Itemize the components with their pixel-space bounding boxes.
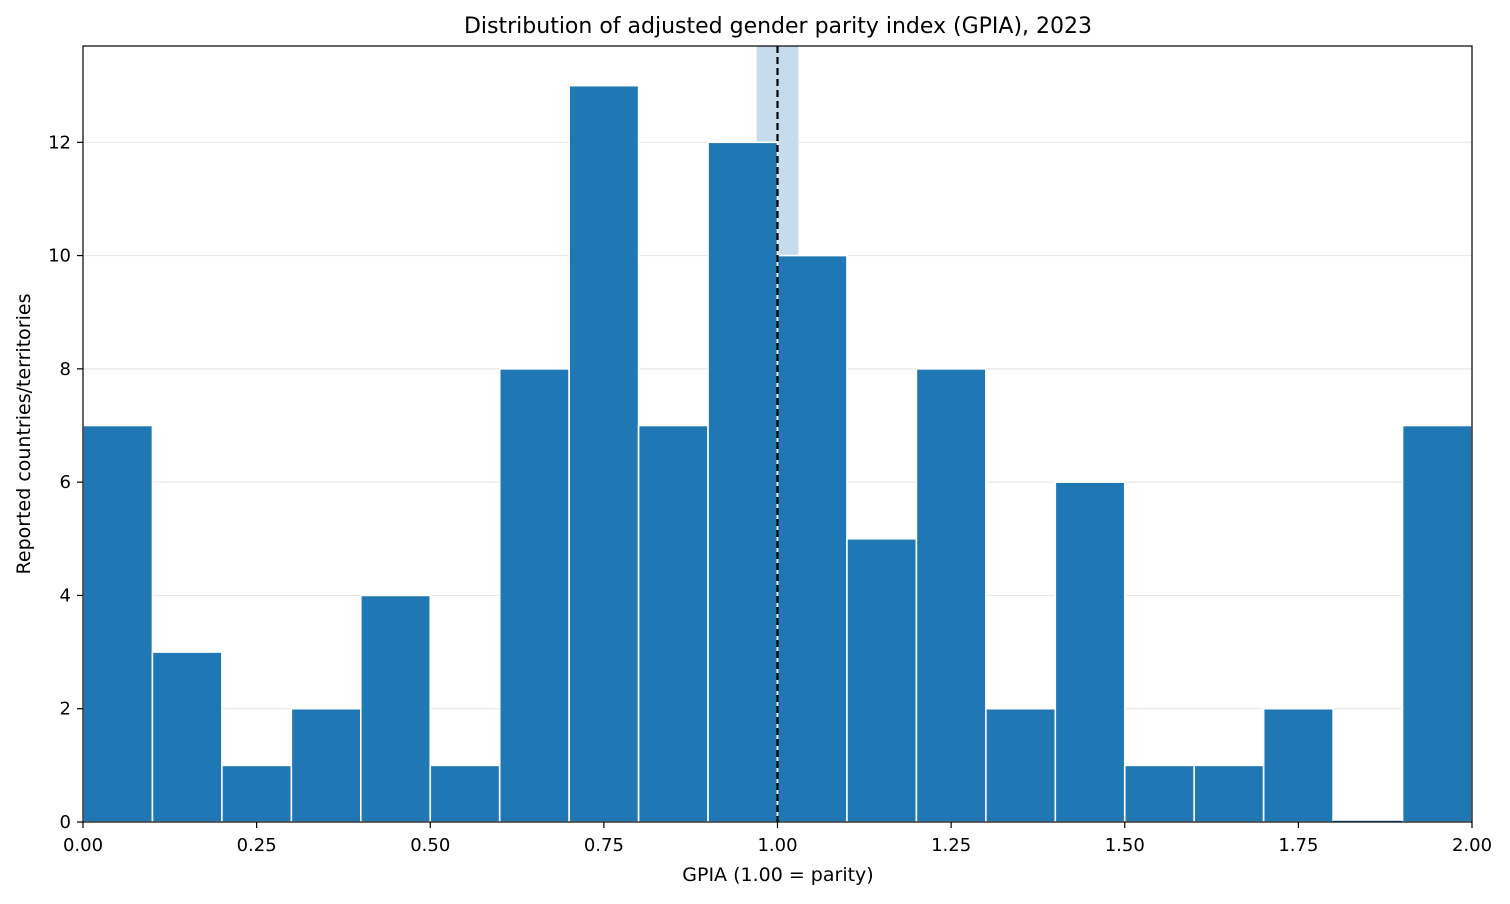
histogram-bar	[568, 84, 640, 823]
histogram-bar	[846, 537, 918, 823]
histogram-bar	[985, 707, 1057, 823]
histogram-bar	[1054, 481, 1126, 823]
histogram-bar	[151, 651, 223, 823]
y-axis-label: Reported countries/territories	[13, 294, 35, 575]
histogram-bar	[637, 424, 709, 823]
y-axis-ticks: 0 2 4 6 8 10 12	[48, 132, 83, 833]
y-tick-label: 4	[60, 585, 71, 606]
histogram-bar	[221, 764, 293, 823]
x-tick-label: 1.25	[931, 835, 971, 856]
histogram-bar	[82, 424, 154, 823]
histogram-bar	[707, 141, 779, 823]
histogram-bar	[429, 764, 501, 823]
histogram-bar	[1123, 764, 1195, 823]
y-tick-label: 2	[60, 699, 71, 720]
x-axis-label: GPIA (1.00 = parity)	[682, 864, 873, 886]
y-tick-label: 12	[48, 132, 71, 153]
histogram-bar	[776, 254, 848, 823]
histogram-bar	[1193, 764, 1265, 823]
x-tick-label: 1.50	[1105, 835, 1145, 856]
histogram-bar	[359, 594, 432, 823]
x-tick-label: 2.00	[1452, 835, 1492, 856]
histogram-bar	[498, 368, 570, 823]
x-tick-label: 0.00	[63, 835, 103, 856]
x-tick-label: 0.50	[410, 835, 450, 856]
histogram-bar	[290, 707, 362, 823]
y-tick-label: 6	[60, 472, 71, 493]
x-tick-label: 1.00	[757, 835, 797, 856]
histogram-bar	[1401, 424, 1473, 823]
y-tick-label: 10	[48, 246, 71, 267]
y-tick-label: 8	[60, 359, 71, 380]
x-tick-label: 0.75	[584, 835, 624, 856]
x-tick-label: 0.25	[237, 835, 277, 856]
y-tick-label: 0	[60, 812, 71, 833]
bars-layer	[82, 84, 1473, 823]
chart-title: Distribution of adjusted gender parity i…	[464, 14, 1092, 39]
histogram-bar	[915, 368, 987, 823]
histogram-bar	[1262, 707, 1334, 823]
x-tick-label: 1.75	[1278, 835, 1318, 856]
x-axis-ticks: 0.00 0.25 0.50 0.75 1.00 1.25 1.50 1.75 2.00	[63, 822, 1492, 856]
